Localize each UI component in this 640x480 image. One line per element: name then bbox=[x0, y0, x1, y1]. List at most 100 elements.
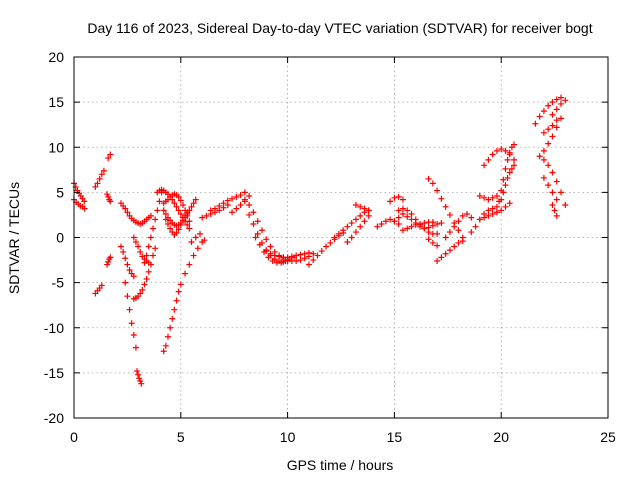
data-point bbox=[504, 174, 511, 181]
data-point bbox=[562, 97, 569, 104]
data-point bbox=[224, 197, 231, 204]
data-point bbox=[81, 205, 88, 212]
data-point bbox=[278, 259, 285, 266]
data-point bbox=[276, 253, 283, 260]
data-point bbox=[442, 234, 449, 241]
data-point bbox=[434, 230, 441, 237]
data-point bbox=[246, 202, 253, 209]
y-axis-label: SDTVAR / TECUs bbox=[6, 182, 22, 294]
data-point bbox=[404, 225, 411, 232]
data-point bbox=[481, 194, 488, 201]
data-point bbox=[536, 113, 543, 120]
data-point bbox=[184, 209, 191, 216]
data-point bbox=[137, 248, 144, 255]
data-point bbox=[489, 194, 496, 201]
data-point bbox=[122, 255, 129, 262]
data-point bbox=[134, 368, 141, 375]
data-point bbox=[94, 180, 101, 187]
data-point bbox=[549, 189, 556, 196]
data-point bbox=[310, 250, 317, 257]
data-point bbox=[175, 207, 182, 214]
x-tick-label: 25 bbox=[600, 429, 616, 445]
data-point bbox=[167, 324, 174, 331]
data-point bbox=[493, 203, 500, 210]
data-point bbox=[399, 205, 406, 212]
data-point bbox=[263, 236, 270, 243]
data-point bbox=[502, 165, 509, 172]
data-point bbox=[135, 243, 142, 250]
data-point bbox=[130, 273, 137, 280]
data-point bbox=[124, 261, 131, 268]
data-point bbox=[429, 219, 436, 226]
data-point bbox=[233, 193, 240, 200]
data-point bbox=[455, 239, 462, 246]
data-point bbox=[442, 203, 449, 210]
data-point bbox=[540, 156, 547, 163]
data-point bbox=[184, 221, 191, 228]
data-point bbox=[434, 257, 441, 264]
data-point bbox=[201, 237, 208, 244]
data-point bbox=[408, 223, 415, 230]
data-point bbox=[188, 203, 195, 210]
data-point bbox=[553, 106, 560, 113]
data-points bbox=[71, 94, 569, 387]
axis-ticks: 0 5 10 15 20 25 -20 -15 -10 -5 0 5 10 15 20 bbox=[44, 49, 616, 445]
data-point bbox=[177, 211, 184, 218]
data-point bbox=[143, 252, 150, 259]
data-point bbox=[498, 196, 505, 203]
data-point bbox=[216, 202, 223, 209]
data-point bbox=[252, 234, 259, 241]
data-point bbox=[164, 220, 171, 227]
data-point bbox=[104, 261, 111, 268]
data-point bbox=[139, 286, 146, 293]
data-point bbox=[147, 234, 154, 241]
data-point bbox=[348, 220, 355, 227]
data-point bbox=[207, 207, 214, 214]
data-point bbox=[160, 207, 167, 214]
data-point bbox=[301, 255, 308, 262]
data-point bbox=[352, 202, 359, 209]
data-point bbox=[500, 189, 507, 196]
data-point bbox=[293, 257, 300, 264]
data-point bbox=[156, 198, 163, 205]
data-point bbox=[421, 220, 428, 227]
data-point bbox=[190, 200, 197, 207]
data-point bbox=[404, 213, 411, 220]
data-point bbox=[502, 182, 509, 189]
data-point bbox=[154, 207, 161, 214]
data-point bbox=[152, 245, 159, 252]
data-point bbox=[179, 202, 186, 209]
data-point bbox=[220, 200, 227, 207]
data-point bbox=[549, 122, 556, 129]
y-tick-label: -15 bbox=[44, 365, 64, 381]
data-point bbox=[361, 218, 368, 225]
data-point bbox=[459, 212, 466, 219]
data-point bbox=[511, 141, 518, 148]
data-point bbox=[124, 293, 131, 300]
data-point bbox=[540, 108, 547, 115]
data-point bbox=[136, 375, 143, 382]
data-point bbox=[352, 216, 359, 223]
data-point bbox=[549, 133, 556, 140]
data-point bbox=[256, 241, 263, 248]
data-point bbox=[549, 111, 556, 118]
data-point bbox=[126, 266, 133, 273]
data-point bbox=[145, 268, 152, 275]
data-point bbox=[128, 320, 135, 327]
data-point bbox=[455, 227, 462, 234]
data-point bbox=[399, 196, 406, 203]
data-point bbox=[233, 205, 240, 212]
x-tick-label: 15 bbox=[387, 429, 403, 445]
data-point bbox=[387, 216, 394, 223]
data-point bbox=[399, 211, 406, 218]
data-point bbox=[553, 212, 560, 219]
data-point bbox=[421, 225, 428, 232]
data-point bbox=[340, 227, 347, 234]
data-point bbox=[553, 196, 560, 203]
data-point bbox=[186, 261, 193, 268]
data-point bbox=[175, 193, 182, 200]
data-point bbox=[540, 129, 547, 136]
data-point bbox=[412, 216, 419, 223]
data-point bbox=[408, 211, 415, 218]
data-point bbox=[147, 212, 154, 219]
